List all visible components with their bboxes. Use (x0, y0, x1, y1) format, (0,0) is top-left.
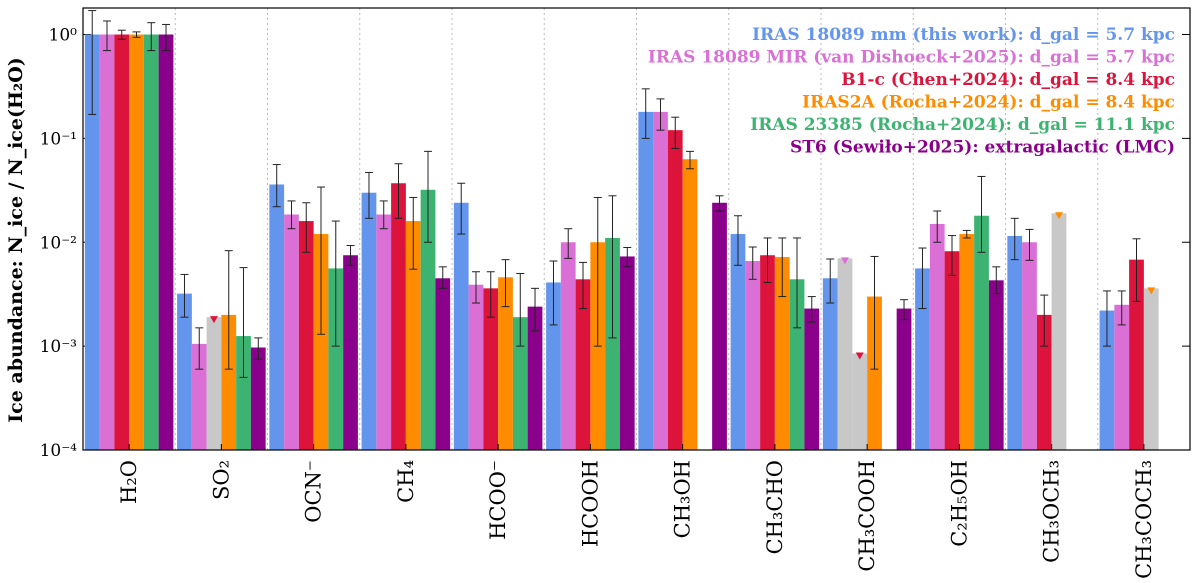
bar (653, 111, 668, 450)
bar (236, 336, 251, 450)
upper-limit-marker (840, 257, 849, 265)
bar (712, 202, 727, 450)
bar (1114, 304, 1130, 450)
y-tick-label: 10⁻¹ (40, 129, 77, 149)
plot-frame (82, 7, 1191, 451)
x-tick-label: CH₃CHO (763, 460, 787, 554)
bar (328, 268, 344, 450)
x-tick-label: CH₃COOH (855, 460, 879, 572)
bar (1099, 310, 1115, 450)
bar (298, 221, 314, 450)
upper-limit-marker (1147, 287, 1156, 295)
bar (361, 192, 377, 450)
bar (575, 279, 591, 450)
legend-entry: ST6 (Sewiło+2025): extragalactic (LMC) (790, 138, 1175, 158)
bar (682, 159, 698, 450)
bar (867, 296, 882, 450)
bar (512, 317, 528, 450)
x-tick-label: HCOO⁻ (486, 460, 510, 540)
legend-entry: IRAS 18089 MIR (van Dishoeck+2025): d_ga… (648, 48, 1175, 68)
bar (619, 256, 635, 450)
bar (527, 306, 543, 450)
y-axis-label: Ice abundance: N_ice / N_ice(H₂O) (5, 57, 27, 423)
y-tick-label: 10⁰ (49, 26, 78, 46)
y-tick-label: 10⁻² (40, 233, 77, 253)
bar (822, 278, 838, 450)
bar (84, 34, 100, 451)
bar (129, 34, 144, 451)
y-tick-label: 10⁻⁴ (40, 441, 78, 461)
upper-limit-bar (1051, 213, 1067, 450)
bar (221, 314, 237, 450)
bar (667, 130, 683, 451)
bar (453, 202, 469, 450)
bar (774, 257, 790, 450)
bar (988, 280, 1004, 450)
bar (1007, 235, 1023, 450)
upper-limit-bar (1143, 288, 1159, 450)
bar (929, 223, 945, 450)
bar (944, 251, 960, 450)
bar (896, 308, 912, 450)
bar (313, 234, 329, 450)
x-tick-label: CH₃OH (671, 460, 695, 538)
bar (974, 215, 989, 450)
bar (915, 268, 930, 450)
x-tick-label: CH₃OCH₃ (1040, 460, 1064, 563)
bar (546, 282, 561, 450)
x-tick-label: H₂O (117, 460, 141, 504)
bar (1022, 242, 1037, 450)
upper-limit-bar (206, 317, 222, 450)
upper-limit-marker (855, 352, 864, 360)
bar (745, 261, 761, 450)
bar (435, 278, 451, 450)
y-tick-label: 10⁻³ (40, 337, 77, 357)
bar (789, 279, 805, 450)
bar (605, 237, 620, 450)
bar (191, 343, 207, 450)
bar (804, 308, 820, 450)
bar (391, 183, 406, 450)
bar (376, 214, 392, 450)
upper-limit-marker (209, 316, 218, 324)
bar (250, 347, 266, 450)
legend-entry: IRAS 18089 mm (this work): d_gal = 5.7 k… (752, 25, 1175, 45)
bar (143, 34, 159, 451)
bar (343, 255, 358, 450)
bar (158, 34, 174, 451)
legend-entry: IRAS 23385 (Rocha+2024): d_gal = 11.1 kp… (750, 115, 1175, 135)
bar (959, 234, 975, 450)
bar (1036, 314, 1052, 450)
x-tick-label: OCN⁻ (302, 460, 326, 523)
bar (405, 221, 421, 450)
x-tick-label: C₂H₅OH (947, 460, 971, 547)
x-tick-label: CH₄ (394, 460, 418, 503)
x-tick-label: CH₃COCH₃ (1132, 460, 1156, 579)
bar (468, 284, 484, 450)
upper-limit-bar (852, 353, 868, 450)
bar (730, 234, 746, 450)
upper-limit-bar (837, 258, 853, 450)
bar (560, 242, 576, 450)
bar (498, 277, 513, 450)
x-tick-label: HCOOH (578, 460, 602, 547)
bar (760, 255, 775, 450)
bar (420, 189, 436, 450)
bar (177, 293, 192, 450)
legend-entry: B1-c (Chen+2024): d_gal = 8.4 kpc (841, 70, 1175, 90)
bar (99, 34, 115, 451)
x-tick-label: SO₂ (209, 460, 233, 500)
upper-limit-marker (1055, 212, 1064, 220)
bar (483, 288, 499, 450)
bar (269, 184, 285, 451)
legend-entry: IRAS2A (Rocha+2024): d_gal = 8.4 kpc (802, 93, 1175, 113)
bar (638, 111, 654, 450)
bar (114, 34, 130, 451)
bar (1129, 259, 1144, 450)
bar (284, 214, 299, 450)
